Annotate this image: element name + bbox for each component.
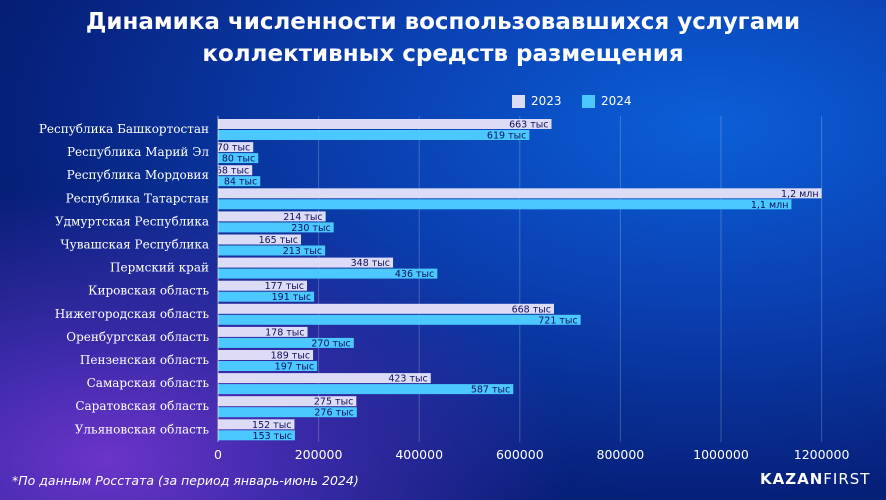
category-label-4: Удмуртская Республика: [55, 214, 209, 228]
data-label-2024-8: 721 тыс: [538, 315, 577, 326]
category-label-8: Нижегородская область: [55, 307, 210, 321]
data-label-2023-1: 70 тыс: [217, 143, 250, 154]
bar-2023-11: [218, 373, 431, 384]
category-label-1: Республика Марий Эл: [67, 145, 209, 159]
category-label-11: Самарская область: [87, 376, 210, 390]
legend-swatch-2023: [512, 94, 525, 108]
x-tick-label-3: 600000: [496, 447, 544, 462]
bar-2024-1: [218, 153, 259, 164]
bar-2024-7: [218, 291, 315, 302]
bar-2023-0: [218, 119, 552, 129]
x-tick-label-1: 200000: [295, 447, 343, 462]
bar-chart: 0 200000 400000 600000 800000 1000000 1200000 Р…: [39, 119, 850, 462]
data-label-2024-6: 436 тыс: [395, 269, 434, 280]
x-tick-label-0: 0: [214, 447, 222, 462]
x-tick-label-4: 800000: [597, 447, 645, 462]
bar-2023-6: [218, 257, 394, 268]
bar-2023-8: [218, 303, 555, 314]
data-label-2024-3: 1,1 млн: [751, 200, 789, 211]
x-tick-label-5: 1000000: [693, 447, 749, 462]
data-label-2024-4: 230 тыс: [291, 223, 330, 234]
bar-2023-9: [218, 326, 308, 337]
data-label-2023-7: 177 тыс: [265, 281, 304, 292]
bar-2023-2: [218, 165, 253, 176]
data-label-2024-2: 84 тыс: [224, 177, 257, 188]
data-label-2023-3: 1,2 млн: [781, 189, 819, 200]
bar-2024-2: [218, 176, 261, 187]
data-label-2023-5: 165 тыс: [259, 235, 298, 246]
legend-item-2024: 2024: [582, 94, 632, 108]
data-label-2024-1: 80 тыс: [222, 154, 255, 165]
legend-label-2024: 2024: [601, 94, 632, 108]
bar-2023-3: [218, 188, 822, 199]
legend-item-2023: 2023: [512, 94, 562, 108]
bar-2023-7: [218, 280, 308, 291]
bar-2023-12: [218, 396, 357, 407]
bar-2024-8: [218, 314, 581, 325]
bar-2024-3: [218, 199, 792, 210]
chart-title-line1: Динамика численности воспользовавшихся у…: [85, 9, 801, 35]
bar-2023-1: [218, 142, 254, 153]
data-label-2023-0: 663 тыс: [509, 120, 548, 131]
bar-2024-12: [218, 407, 357, 418]
data-label-2023-6: 348 тыс: [351, 258, 390, 269]
bar-2023-4: [218, 211, 326, 222]
logo-text-first: FIRST: [823, 470, 871, 488]
data-label-2023-12: 275 тыс: [314, 397, 353, 408]
category-label-7: Кировская область: [88, 284, 209, 298]
data-label-2023-8: 668 тыс: [512, 304, 551, 315]
chart-title-line2: коллективных средств размещения: [202, 41, 684, 67]
bar-2024-4: [218, 222, 334, 233]
bar-2023-10: [218, 350, 314, 360]
x-tick-label-6: 1200000: [794, 447, 850, 462]
data-label-2023-2: 68 тыс: [216, 166, 249, 177]
bar-2024-11: [218, 384, 514, 395]
data-label-2024-10: 197 тыс: [275, 362, 314, 373]
data-label-2023-10: 189 тыс: [271, 351, 310, 362]
category-label-2: Республика Мордовия: [67, 168, 209, 182]
category-label-13: Ульяновская область: [75, 422, 210, 436]
footnote: *По данным Росстата (за период январь-ию…: [12, 473, 359, 488]
bar-2024-5: [218, 245, 326, 256]
bar-2024-10: [218, 361, 318, 371]
category-label-0: Республика Башкортостан: [39, 122, 209, 136]
bar-2024-13: [218, 430, 295, 441]
category-label-5: Чувашская Республика: [60, 238, 209, 252]
x-tick-label-2: 400000: [395, 447, 443, 462]
data-label-2023-9: 178 тыс: [265, 327, 304, 338]
data-label-2024-0: 619 тыс: [487, 131, 526, 142]
logo-text-kazan: KAZAN: [760, 470, 824, 488]
bar-2024-0: [218, 130, 530, 140]
data-label-2023-13: 152 тыс: [252, 420, 291, 431]
chart-title: Динамика численности воспользовавшихся у…: [0, 6, 886, 70]
category-label-10: Пензенская область: [80, 353, 210, 367]
data-label-2024-5: 213 тыс: [283, 246, 322, 257]
data-label-2024-13: 153 тыс: [253, 431, 292, 442]
data-label-2024-11: 587 тыс: [471, 385, 510, 396]
data-label-2023-4: 214 тыс: [283, 212, 322, 223]
bar-2023-13: [218, 419, 295, 430]
legend-label-2023: 2023: [531, 94, 562, 108]
category-label-6: Пермский край: [110, 261, 209, 275]
data-label-2024-12: 276 тыс: [314, 408, 353, 419]
data-label-2024-7: 191 тыс: [272, 292, 311, 303]
data-label-2023-11: 423 тыс: [388, 374, 427, 385]
bar-2023-5: [218, 234, 301, 245]
category-label-9: Оренбургская область: [66, 330, 209, 344]
bar-2024-9: [218, 337, 354, 348]
category-label-12: Саратовская область: [75, 399, 209, 413]
legend-swatch-2024: [582, 94, 595, 108]
bar-2024-6: [218, 268, 438, 279]
category-label-3: Республика Татарстан: [66, 191, 209, 205]
brand-logo: KAZANFIRST: [760, 470, 870, 488]
data-label-2024-9: 270 тыс: [311, 338, 350, 349]
